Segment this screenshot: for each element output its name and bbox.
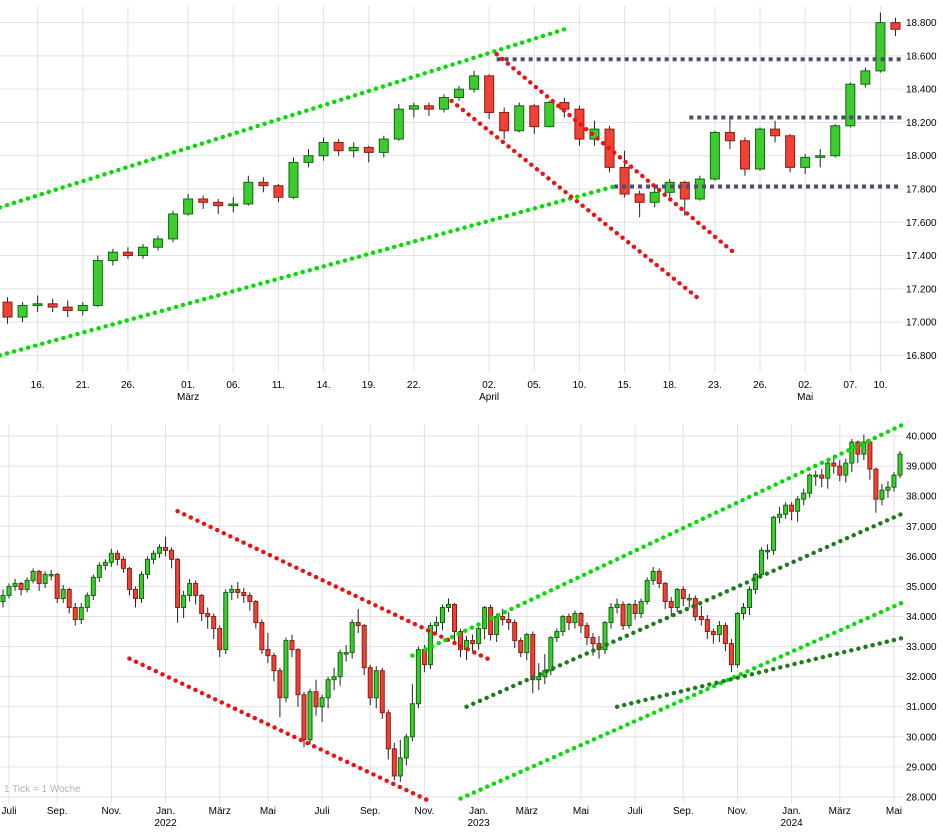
svg-text:Mai: Mai: [886, 806, 902, 817]
svg-text:Mai: Mai: [260, 806, 276, 817]
svg-text:15.: 15.: [618, 380, 632, 391]
svg-text:Mai: Mai: [573, 806, 589, 817]
svg-text:10.: 10.: [572, 380, 586, 391]
svg-text:39.000: 39.000: [906, 462, 937, 473]
svg-text:37.000: 37.000: [906, 522, 937, 533]
svg-text:2024: 2024: [781, 818, 804, 829]
svg-text:März: März: [516, 806, 538, 817]
svg-text:17.400: 17.400: [906, 251, 937, 262]
svg-text:02.: 02.: [482, 380, 496, 391]
svg-text:Nov.: Nov.: [414, 806, 434, 817]
svg-text:18.200: 18.200: [906, 118, 937, 129]
svg-text:26.: 26.: [121, 380, 135, 391]
svg-text:14.: 14.: [317, 380, 331, 391]
svg-text:23.: 23.: [708, 380, 722, 391]
svg-text:22.: 22.: [407, 380, 421, 391]
svg-text:Juli: Juli: [2, 806, 17, 817]
svg-text:29.000: 29.000: [906, 762, 937, 773]
svg-text:35.000: 35.000: [906, 582, 937, 593]
svg-text:Juli: Juli: [628, 806, 643, 817]
svg-text:März: März: [829, 806, 851, 817]
svg-text:31.000: 31.000: [906, 702, 937, 713]
svg-text:April: April: [479, 392, 499, 403]
svg-text:Jan.: Jan.: [782, 806, 801, 817]
svg-text:Sep.: Sep.: [673, 806, 694, 817]
svg-text:2022: 2022: [154, 818, 177, 829]
svg-text:18.600: 18.600: [906, 51, 937, 62]
svg-text:2023: 2023: [467, 818, 490, 829]
svg-text:38.000: 38.000: [906, 492, 937, 503]
svg-text:30.000: 30.000: [906, 732, 937, 743]
svg-text:28.000: 28.000: [906, 792, 937, 803]
svg-text:16.800: 16.800: [906, 351, 937, 362]
svg-text:17.800: 17.800: [906, 185, 937, 196]
svg-text:10.: 10.: [873, 380, 887, 391]
svg-text:19.: 19.: [362, 380, 376, 391]
svg-text:06.: 06.: [226, 380, 240, 391]
svg-text:Jan.: Jan.: [469, 806, 488, 817]
svg-text:Nov.: Nov.: [101, 806, 121, 817]
svg-text:18.: 18.: [663, 380, 677, 391]
svg-text:01.: 01.: [181, 380, 195, 391]
svg-text:Mai: Mai: [797, 392, 813, 403]
svg-text:17.000: 17.000: [906, 318, 937, 329]
svg-text:Sep.: Sep.: [360, 806, 381, 817]
svg-text:05.: 05.: [527, 380, 541, 391]
svg-text:21.: 21.: [76, 380, 90, 391]
svg-text:Juli: Juli: [315, 806, 330, 817]
svg-text:17.600: 17.600: [906, 218, 937, 229]
svg-text:07.: 07.: [843, 380, 857, 391]
tick-interval-note: 1 Tick = 1 Woche: [4, 784, 81, 795]
svg-text:26.: 26.: [753, 380, 767, 391]
svg-text:34.000: 34.000: [906, 612, 937, 623]
svg-text:Sep.: Sep.: [47, 806, 68, 817]
svg-text:02.: 02.: [798, 380, 812, 391]
svg-text:18.400: 18.400: [906, 85, 937, 96]
svg-text:33.000: 33.000: [906, 642, 937, 653]
svg-text:17.200: 17.200: [906, 284, 937, 295]
svg-text:36.000: 36.000: [906, 552, 937, 563]
svg-text:40.000: 40.000: [906, 432, 937, 443]
svg-text:32.000: 32.000: [906, 672, 937, 683]
svg-text:11.: 11.: [272, 380, 285, 391]
svg-text:Jan.: Jan.: [156, 806, 175, 817]
svg-text:18.800: 18.800: [906, 18, 937, 29]
svg-text:März: März: [209, 806, 231, 817]
svg-text:16.: 16.: [31, 380, 45, 391]
svg-text:18.000: 18.000: [906, 151, 937, 162]
svg-text:März: März: [177, 392, 199, 403]
svg-text:Nov.: Nov.: [728, 806, 748, 817]
